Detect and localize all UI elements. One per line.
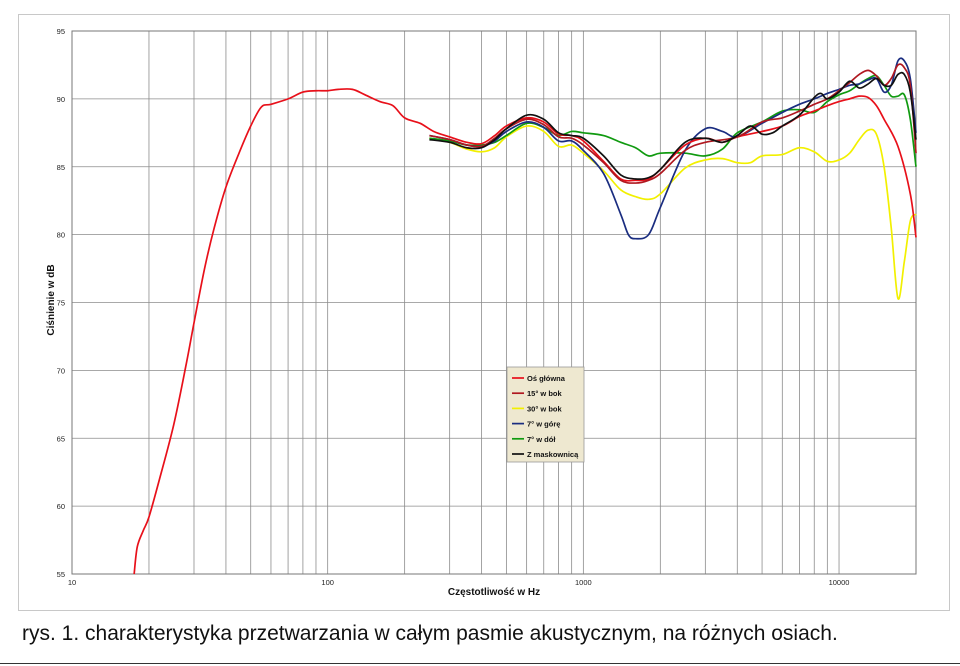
series-line-7-w-do [429,74,917,167]
x-tick-label: 10 [68,578,76,587]
y-tick-label: 95 [57,27,65,36]
y-tick-label: 85 [57,163,65,172]
series-lines [133,57,917,575]
x-tick-label: 100 [321,578,334,587]
y-tick-label: 55 [57,570,65,579]
grid-lines [71,30,917,575]
chart-frame: 55 60 65 70 75 80 85 90 95 10 100 1000 10000 Częstot… [18,14,950,611]
y-axis-label: Ciśnienie w dB [46,264,57,335]
axis-tick-labels: 55 60 65 70 75 80 85 90 95 10 100 1000 10000 [57,27,850,587]
legend-label-os-g-owna: Oś główna [527,374,566,383]
y-tick-label: 80 [57,231,65,240]
legend: Oś główna 15° w bok 30° w bok 7° w górę 7° w… [506,366,585,463]
bottom-divider [0,663,960,664]
x-tick-label: 1000 [575,578,592,587]
x-axis-label: Częstotliwość w Hz [448,587,540,598]
y-tick-label: 90 [57,95,65,104]
series-line-30-w-bok [429,125,917,300]
legend-label-30-w-bok: 30° w bok [527,404,563,413]
legend-label-15-w-bok: 15° w bok [527,389,563,398]
series-line-os-g-owna [133,88,917,575]
series-line-15-w-bok [429,63,917,184]
plot-area-border [71,30,917,575]
y-tick-label: 70 [57,366,65,375]
x-tick-label: 10000 [829,578,850,587]
legend-label-7-w-gore: 7° w górę [527,420,560,429]
legend-label-7-w-do: 7° w dół [527,435,556,444]
y-tick-label: 60 [57,502,65,511]
frequency-response-chart: 55 60 65 70 75 80 85 90 95 10 100 1000 10000 Częstot… [46,27,917,598]
figure-caption: rys. 1. charakterystyka przetwarzania w … [22,622,838,645]
y-tick-label: 65 [57,434,65,443]
y-tick-label: 75 [57,299,65,308]
series-line-7-w-gore [429,57,917,240]
series-line-z-maskownica [429,71,917,181]
legend-label-z-maskownica: Z maskownicą [527,450,579,459]
legend-box [506,366,585,463]
